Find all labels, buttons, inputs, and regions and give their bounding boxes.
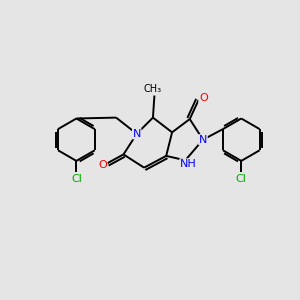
Text: O: O — [98, 160, 107, 170]
Text: N: N — [199, 135, 207, 145]
Text: Cl: Cl — [71, 174, 82, 184]
Text: O: O — [199, 94, 208, 103]
Text: NH: NH — [180, 159, 197, 169]
Text: CH₃: CH₃ — [144, 84, 162, 94]
Text: N: N — [133, 129, 141, 139]
Text: Cl: Cl — [236, 174, 247, 184]
